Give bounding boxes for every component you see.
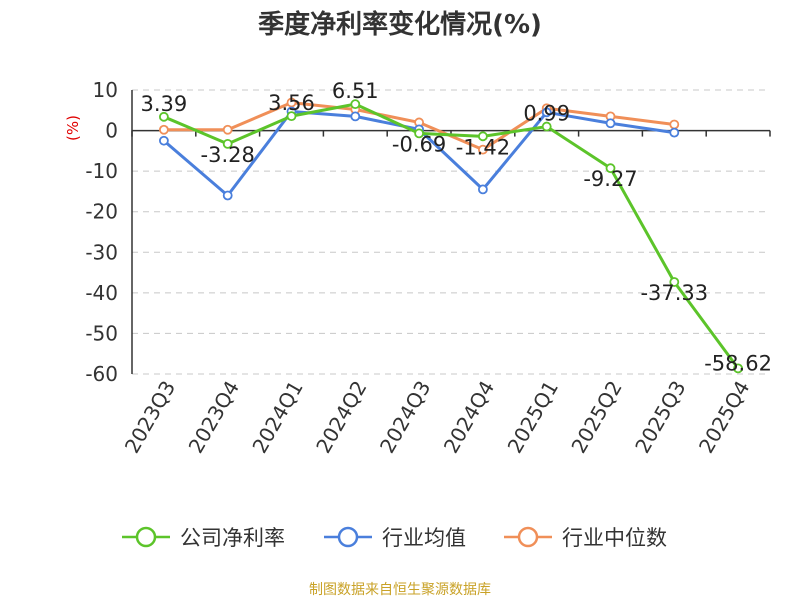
x-tick-label: 2024Q4 <box>439 377 499 458</box>
series-line <box>163 102 740 370</box>
legend-marker-icon <box>324 526 372 548</box>
y-tick-label: -60 <box>85 362 118 386</box>
legend-marker-icon <box>504 526 552 548</box>
data-point[interactable] <box>286 97 297 108</box>
legend-label: 行业均值 <box>382 526 466 550</box>
data-point[interactable] <box>605 163 616 174</box>
y-tick-label: -40 <box>85 281 118 305</box>
data-point[interactable] <box>286 111 297 122</box>
data-point[interactable] <box>158 111 169 122</box>
data-point[interactable] <box>158 135 169 146</box>
data-label: -0.69 <box>392 132 446 156</box>
source-note: 制图数据来自恒生聚源数据库 <box>309 582 491 598</box>
chart-title: 季度净利率变化情况(%) <box>258 10 542 40</box>
y-tick-label: -50 <box>85 321 118 345</box>
y-axis-label: (%) <box>64 115 82 141</box>
data-point[interactable] <box>350 99 361 110</box>
legend-item[interactable]: 行业均值 <box>322 521 466 553</box>
data-label: -3.28 <box>201 143 255 167</box>
y-tick-label: 10 <box>93 78 118 102</box>
data-label: 3.39 <box>141 92 188 116</box>
grid-lines <box>132 89 770 375</box>
data-point[interactable] <box>222 124 233 135</box>
data-point[interactable] <box>414 128 425 139</box>
legend-marker-icon <box>122 526 170 548</box>
legend-label: 公司净利率 <box>180 526 285 550</box>
legend: 公司净利率 行业均值 行业中位数 <box>0 521 800 553</box>
data-label: 6.51 <box>332 79 379 103</box>
data-point[interactable] <box>669 127 680 138</box>
y-tick-label: -10 <box>85 159 118 183</box>
legend-label: 行业中位数 <box>562 526 667 550</box>
x-tick-label: 2023Q4 <box>184 377 244 458</box>
data-label: 0.99 <box>523 102 570 126</box>
x-tick-label: 2024Q2 <box>311 377 371 458</box>
y-tick-label: 0 <box>105 119 118 143</box>
data-label: -37.33 <box>640 281 708 305</box>
data-label: -9.27 <box>583 167 637 191</box>
data-point[interactable] <box>733 363 743 374</box>
y-tick-label: -30 <box>85 240 118 264</box>
data-point[interactable] <box>222 190 233 201</box>
x-tick-label: 2025Q2 <box>566 377 626 458</box>
legend-item[interactable]: 公司净利率 <box>120 521 285 553</box>
data-point[interactable] <box>669 119 680 130</box>
x-tick-label: 2023Q3 <box>120 377 180 458</box>
data-point[interactable] <box>477 144 488 155</box>
data-label: -1.42 <box>456 135 510 159</box>
data-point[interactable] <box>541 107 552 118</box>
data-point[interactable] <box>222 138 233 149</box>
data-point[interactable] <box>669 277 680 287</box>
x-tick-label: 2024Q1 <box>247 377 307 458</box>
x-tick-label: 2025Q3 <box>630 377 690 458</box>
x-tick-label: 2024Q3 <box>375 377 435 458</box>
data-label: 3.56 <box>268 91 315 115</box>
data-point[interactable] <box>158 124 169 135</box>
data-point[interactable] <box>477 184 488 195</box>
data-point[interactable] <box>350 111 361 122</box>
data-label: -58.62 <box>704 351 772 375</box>
data-labels: 3.39 -3.28 3.56 6.51 -0.69 -1.42 0.99 -9.27 -37.… <box>141 79 772 375</box>
x-tick-label: 2025Q1 <box>503 377 563 458</box>
y-tick-label: -20 <box>85 200 118 224</box>
series-lines <box>158 97 743 374</box>
legend-item[interactable]: 行业中位数 <box>502 521 667 553</box>
data-point[interactable] <box>605 118 616 129</box>
x-tick-label: 2025Q4 <box>694 377 754 458</box>
data-point[interactable] <box>541 121 552 132</box>
data-point[interactable] <box>477 131 488 142</box>
